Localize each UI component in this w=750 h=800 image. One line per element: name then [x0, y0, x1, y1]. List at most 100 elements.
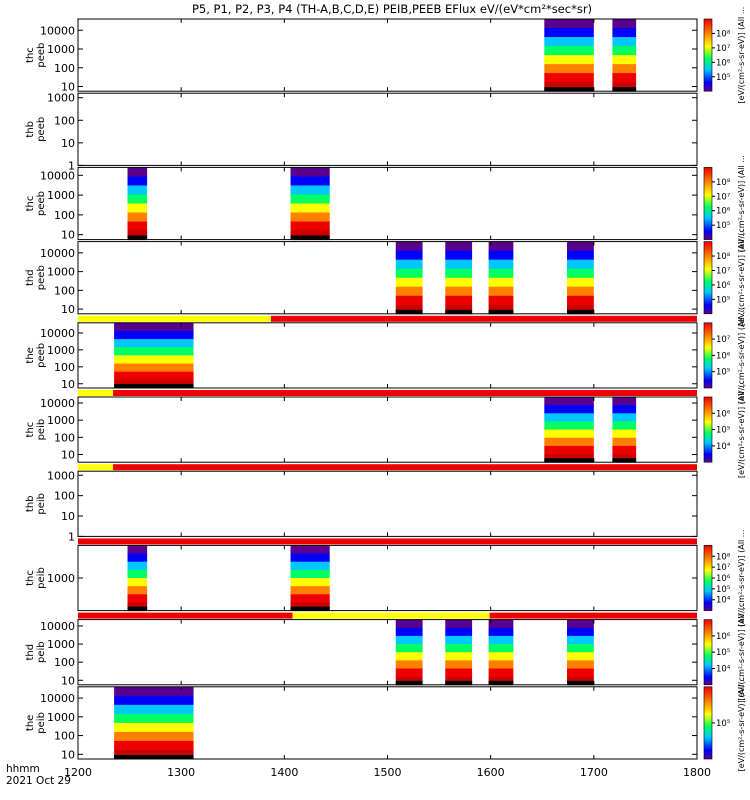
spectrogram-block [290, 167, 330, 241]
y-tick-label: 1000 [47, 638, 75, 651]
spectrogram-band [544, 37, 594, 47]
panel-frame [77, 396, 698, 463]
mode-bar-segment [78, 612, 293, 619]
colorbar-tick-label: 10⁵ [716, 585, 730, 595]
y-tick-label: 100 [54, 730, 75, 743]
spectrogram-band [612, 437, 637, 447]
spectrogram-band [612, 421, 637, 431]
spectrogram-band [544, 64, 594, 74]
spectrogram-floor [290, 235, 330, 240]
spectrogram-band [488, 250, 514, 261]
spectrogram-band [445, 668, 473, 678]
spectrogram-band [127, 185, 148, 195]
spectrogram-block [488, 619, 514, 686]
panel-frame [77, 470, 698, 537]
spectrogram-band [290, 167, 330, 177]
panel-frame [77, 18, 698, 92]
y-tick-label: 1000 [47, 344, 75, 357]
spectrogram-band [567, 259, 594, 270]
spectrogram-band [127, 594, 148, 603]
colorbar-label: [eV/(cm²-s-sr-eV)] (All ... [737, 530, 746, 627]
y-axis-label-probe: the [25, 347, 36, 363]
y-axis-label-product: peib [36, 493, 47, 515]
spectrogram-band [114, 339, 194, 348]
colorbar-tick-label: 10⁸ [716, 29, 731, 39]
spectrogram-band [114, 330, 194, 340]
colorbar-tick-label: 10⁷ [716, 44, 731, 54]
spectrogram-band [488, 652, 514, 661]
y-axis-label-product: peib [36, 567, 47, 589]
spectrogram-band [127, 553, 148, 563]
colorbar-label: [eV/(cm²-s-sr-eV)] (All ... [737, 229, 746, 326]
spectrogram-floor [445, 309, 473, 314]
y-tick-label: 10000 [40, 247, 75, 260]
spectrogram-band [127, 194, 148, 204]
spectrogram-band [114, 371, 194, 381]
y-tick-label: 10 [61, 137, 75, 150]
spectrogram-band [290, 586, 330, 595]
y-tick-label: 1 [68, 159, 75, 172]
y-tick-label: 100 [54, 284, 75, 297]
spectrogram-band [612, 37, 637, 47]
spectrogram-band [612, 55, 637, 65]
colorbar [703, 167, 713, 240]
y-tick-label: 10000 [40, 620, 75, 633]
spectrogram-block [290, 545, 330, 612]
colorbar-label: [eV/(cm²-s-sr-eV)] (All ... [737, 155, 746, 252]
spectrogram-block [567, 619, 594, 686]
y-tick-label: 10 [61, 674, 75, 687]
y-axis-label-product: peeb [36, 117, 47, 142]
spectrogram-block [612, 397, 637, 463]
spectrogram-band [395, 644, 423, 653]
y-tick-label: 1 [68, 530, 75, 543]
colorbar-label: [eV/(cm²-s-sr-eV)] (All ... [737, 7, 746, 104]
spectrogram-band [445, 286, 473, 297]
spectrogram-band [612, 445, 637, 455]
colorbar-tick-label: 10⁴ [716, 596, 731, 606]
spectrogram-band [612, 429, 637, 439]
x-axis-label-hhmm: hhmm [6, 763, 40, 775]
spectrogram-band [567, 250, 594, 261]
spectrogram-band [445, 619, 473, 629]
y-tick-label: 10 [61, 378, 75, 391]
spectrogram-band [114, 686, 194, 697]
x-tick-label: 1400 [270, 766, 298, 779]
spectrogram-band [567, 619, 594, 629]
panel-frame [77, 92, 698, 166]
colorbar-tick-label: 10⁵ [716, 648, 730, 658]
spectrogram-band [127, 230, 148, 241]
spectrogram-band [488, 259, 514, 270]
spectrogram-band [127, 586, 148, 595]
y-axis-label-product: peeb [36, 191, 47, 216]
colorbar [703, 396, 713, 463]
y-axis-label-product: peeb [36, 265, 47, 290]
mode-bar-segment [113, 390, 698, 396]
panel-frame [77, 619, 698, 686]
spectrogram-band [395, 286, 423, 297]
panel-5: 10 100 1000 10000 thc peib 10⁴ 10⁵ 10⁶ [eV/(cm²-s… [25, 381, 746, 478]
panel-9: 10 100 1000 10000 the peib 10⁵ [eV/(cm²-s-sr-eV… [25, 674, 746, 771]
spectrogram-band [395, 295, 423, 306]
y-tick-label: 1000 [47, 266, 75, 279]
y-tick-label: 10 [61, 748, 75, 761]
y-tick-label: 10 [61, 229, 75, 242]
spectrogram-band [290, 176, 330, 186]
spectrogram-band [488, 668, 514, 678]
spectrogram-band [290, 221, 330, 232]
spectrogram-band [567, 635, 594, 645]
colorbar [703, 545, 713, 611]
colorbar-tick-label: 10⁷ [716, 266, 731, 276]
mode-bar-segment [113, 464, 698, 471]
mode-bar-segment [78, 390, 114, 396]
spectrogram-band [395, 627, 423, 637]
y-tick-label: 100 [54, 62, 75, 75]
y-axis-label-product: peib [36, 712, 47, 734]
spectrogram-floor [395, 309, 423, 314]
spectrogram-band [290, 212, 330, 223]
spectrogram-band [127, 203, 148, 214]
spectrogram-floor [488, 680, 514, 685]
spectrogram-block [127, 545, 148, 612]
spectrogram-band [445, 259, 473, 270]
spectrogram-band [544, 73, 594, 83]
